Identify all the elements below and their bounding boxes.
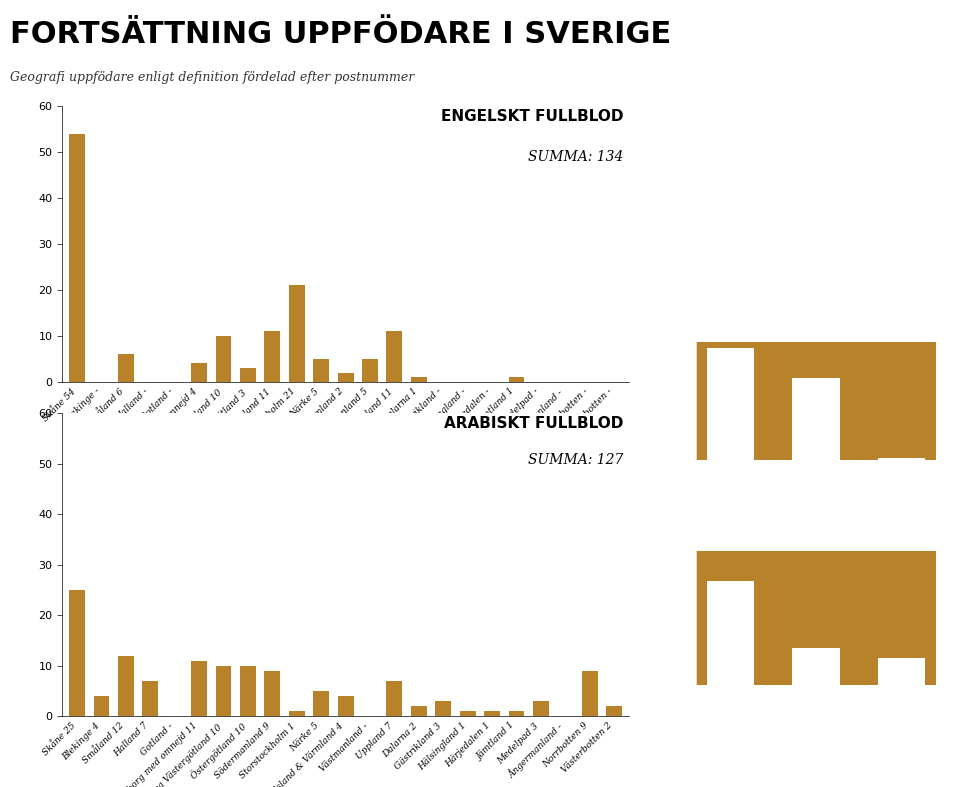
Bar <box>338 372 353 382</box>
Bar <box>878 458 925 460</box>
Text: blod och engelskt fullblod fördelas upp-: blod och engelskt fullblod fördelas upp- <box>687 175 897 183</box>
Bar <box>707 581 754 685</box>
Bar <box>69 590 85 716</box>
Bar <box>707 348 754 460</box>
Bar <box>216 666 231 716</box>
Text: Geografi uppfödare enligt definition fördelad efter postnummer: Geografi uppfödare enligt definition för… <box>10 71 414 84</box>
Text: AV ARABISKT FULLBLOD: AV ARABISKT FULLBLOD <box>687 529 838 539</box>
Text: ENGELSKT FULLBLOD: ENGELSKT FULLBLOD <box>441 109 623 124</box>
Bar <box>606 706 622 716</box>
Text: postnummer. För raserna arabiskt full-: postnummer. För raserna arabiskt full- <box>687 149 892 157</box>
Bar <box>289 286 304 382</box>
Text: FORTSÄTTNING UPPFÖDARE I SVERIGE: FORTSÄTTNING UPPFÖDARE I SVERIGE <box>10 20 671 49</box>
Bar <box>289 711 304 716</box>
Bar <box>191 660 207 716</box>
Bar <box>411 377 427 382</box>
Bar <box>435 701 451 716</box>
Bar <box>264 671 280 716</box>
Bar <box>484 711 500 716</box>
Text: fött upp minst ett föl under två av de: fött upp minst ett föl under två av de <box>687 97 882 108</box>
Bar <box>411 706 427 716</box>
Bar <box>240 666 256 716</box>
Bar <box>69 134 85 382</box>
Text: födarna över landet på följande sätt:: födarna över landet på följande sätt: <box>687 201 879 212</box>
Text: ✔  De definierade uppfödarna som har: ✔ De definierade uppfödarna som har <box>687 71 888 79</box>
Bar <box>792 378 840 460</box>
Bar <box>118 354 133 382</box>
Bar <box>93 696 109 716</box>
Bar <box>582 671 598 716</box>
Bar <box>509 377 524 382</box>
Bar <box>313 359 329 382</box>
Bar <box>264 331 280 382</box>
Bar <box>387 681 402 716</box>
Bar <box>533 701 549 716</box>
Bar <box>191 364 207 382</box>
Bar <box>460 711 475 716</box>
Bar <box>142 681 158 716</box>
Text: 20: 20 <box>884 734 931 767</box>
Text: AV ENGELSKT FULLBLOD: AV ENGELSKT FULLBLOD <box>687 324 841 334</box>
Text: ► HÄR BOR UPPFÖDARE: ► HÄR BOR UPPFÖDARE <box>687 299 836 309</box>
Bar <box>240 368 256 382</box>
Text: SUMMA: 127: SUMMA: 127 <box>528 453 623 467</box>
Bar <box>338 696 353 716</box>
Bar <box>118 656 133 716</box>
Bar <box>509 711 524 716</box>
Text: tre åren 2007–2009 har lokaliserats via: tre åren 2007–2009 har lokaliserats via <box>687 123 896 131</box>
Bar <box>878 658 925 685</box>
Bar <box>387 331 402 382</box>
Bar <box>313 691 329 716</box>
Text: ARABISKT FULLBLOD: ARABISKT FULLBLOD <box>444 416 623 431</box>
Bar <box>362 359 378 382</box>
Bar <box>216 336 231 382</box>
Text: SUMMA: 134: SUMMA: 134 <box>528 150 623 164</box>
Text: ► HÄR BOR UPPFÖDARE: ► HÄR BOR UPPFÖDARE <box>687 504 836 514</box>
Bar <box>792 648 840 685</box>
Text: AVELSRAPPORT: AVELSRAPPORT <box>687 747 785 757</box>
